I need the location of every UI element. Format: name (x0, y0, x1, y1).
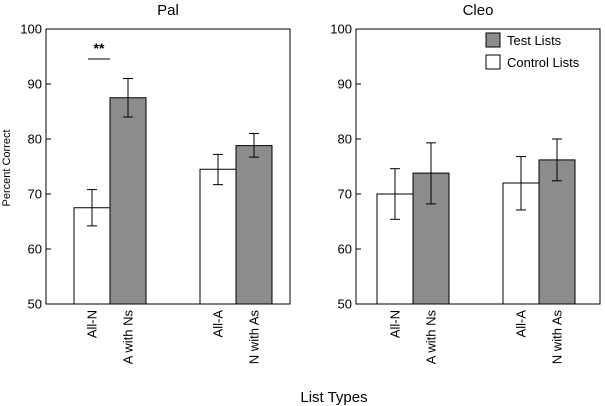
pal-y-tick-label: 60 (28, 242, 42, 257)
cleo-y-tick-label: 50 (338, 297, 352, 312)
pal-bar-n-with-as (235, 145, 273, 305)
pal-category-label: N with As (247, 310, 262, 365)
pal-category-label: All-N (85, 310, 100, 338)
pal-significance-marker: ** (94, 40, 105, 56)
pal-category-label: A with Ns (121, 310, 136, 365)
pal-y-tick-label: 100 (20, 22, 42, 37)
cleo-y-tick-label: 80 (338, 132, 352, 147)
pal-bar-a-with-ns (109, 97, 147, 305)
cleo-category-label: A with Ns (424, 310, 439, 365)
cleo-category-label: All-N (388, 310, 403, 338)
cleo-y-tick-label: 100 (330, 22, 352, 37)
pal-plot-frame (45, 28, 291, 305)
cleo-y-tick-label: 90 (338, 77, 352, 92)
pal-y-tick-label: 80 (28, 132, 42, 147)
cleo-y-tick-label: 70 (338, 187, 352, 202)
pal-category-label: All-A (211, 310, 226, 338)
cleo-legend-swatch (485, 54, 501, 70)
cleo-y-tick-label: 60 (338, 242, 352, 257)
pal-bar-all-a (199, 168, 237, 305)
x-axis-label: List Types (300, 389, 367, 406)
cleo-category-label: N with As (550, 310, 565, 365)
cleo-legend-swatch (485, 32, 501, 48)
cleo-legend-label: Control Lists (507, 55, 580, 70)
cleo-category-label: All-A (514, 310, 529, 338)
y-axis-label: Percent Correct (1, 129, 13, 206)
cleo-panel-title: Cleo (463, 2, 494, 19)
cleo-plot-frame (355, 28, 601, 305)
pal-y-tick-label: 90 (28, 77, 42, 92)
pal-y-tick-label: 70 (28, 187, 42, 202)
pal-panel-title: Pal (157, 2, 179, 19)
pal-y-tick-label: 50 (28, 297, 42, 312)
cleo-legend-label: Test Lists (507, 33, 562, 48)
cleo-bar-n-with-as (538, 159, 576, 305)
